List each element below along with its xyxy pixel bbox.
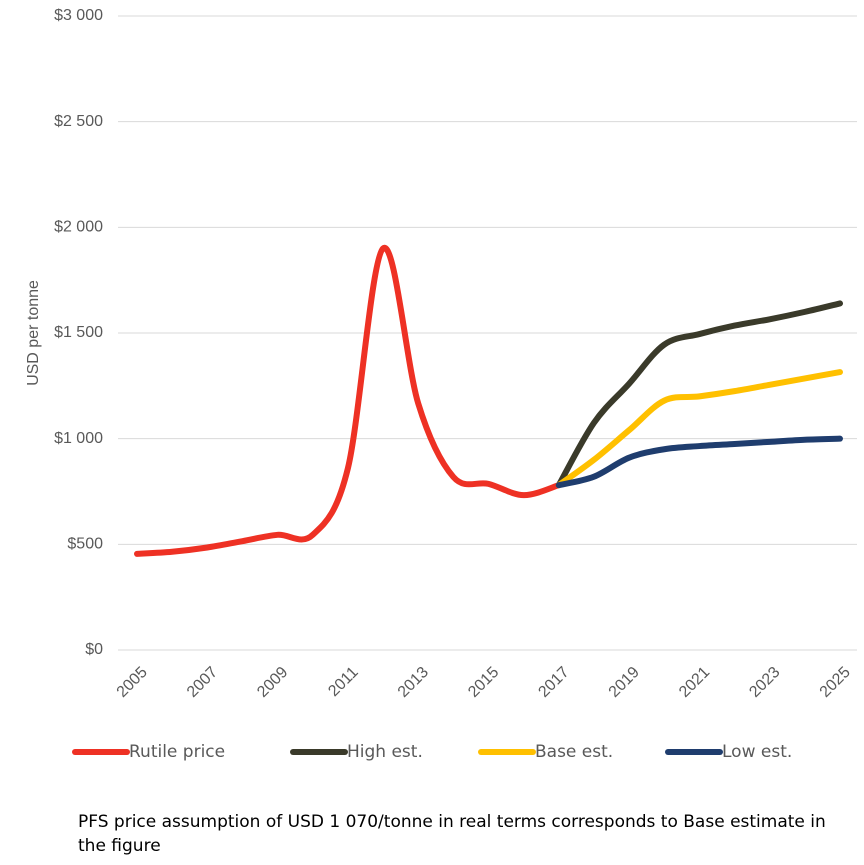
series-line [555, 300, 843, 489]
x-tick-label: 2005 [114, 664, 151, 701]
note: PFS price assumption of USD 1 070/tonne … [78, 812, 826, 856]
x-tick-label: 2025 [817, 664, 854, 701]
legend-label: Base est. [535, 742, 613, 762]
x-tick-label: 2021 [676, 664, 713, 701]
series-line [555, 435, 843, 489]
y-tick-label: $2 000 [54, 219, 103, 236]
legend-label: Low est. [722, 742, 792, 762]
x-tick-label: 2019 [606, 664, 643, 701]
y-tick-label: $0 [85, 641, 103, 658]
x-tick-label: 2017 [535, 664, 572, 701]
y-tick-label: $3 000 [54, 7, 103, 24]
x-tick-label: 2015 [465, 664, 502, 701]
x-tick-label: 2007 [184, 664, 221, 701]
y-tick-label: $1 500 [54, 324, 103, 341]
chart: USD per tonne $0 $500 $1 000 $1 500 $2 000 $2… [25, 7, 857, 762]
legend-label: Rutile price [129, 742, 225, 762]
legend-label: High est. [347, 742, 423, 762]
series-line [555, 369, 843, 489]
y-axis-label: USD per tonne [25, 280, 42, 386]
y-tick-label: $1 000 [54, 430, 103, 447]
series-line [134, 245, 562, 557]
x-tick-label: 2023 [746, 664, 783, 701]
y-tick-label: $500 [67, 536, 103, 553]
y-tick-label: $2 500 [54, 113, 103, 130]
x-tick-label: 2011 [325, 664, 361, 700]
x-tick-label: 2013 [395, 664, 432, 701]
x-tick-label: 2009 [254, 664, 291, 701]
